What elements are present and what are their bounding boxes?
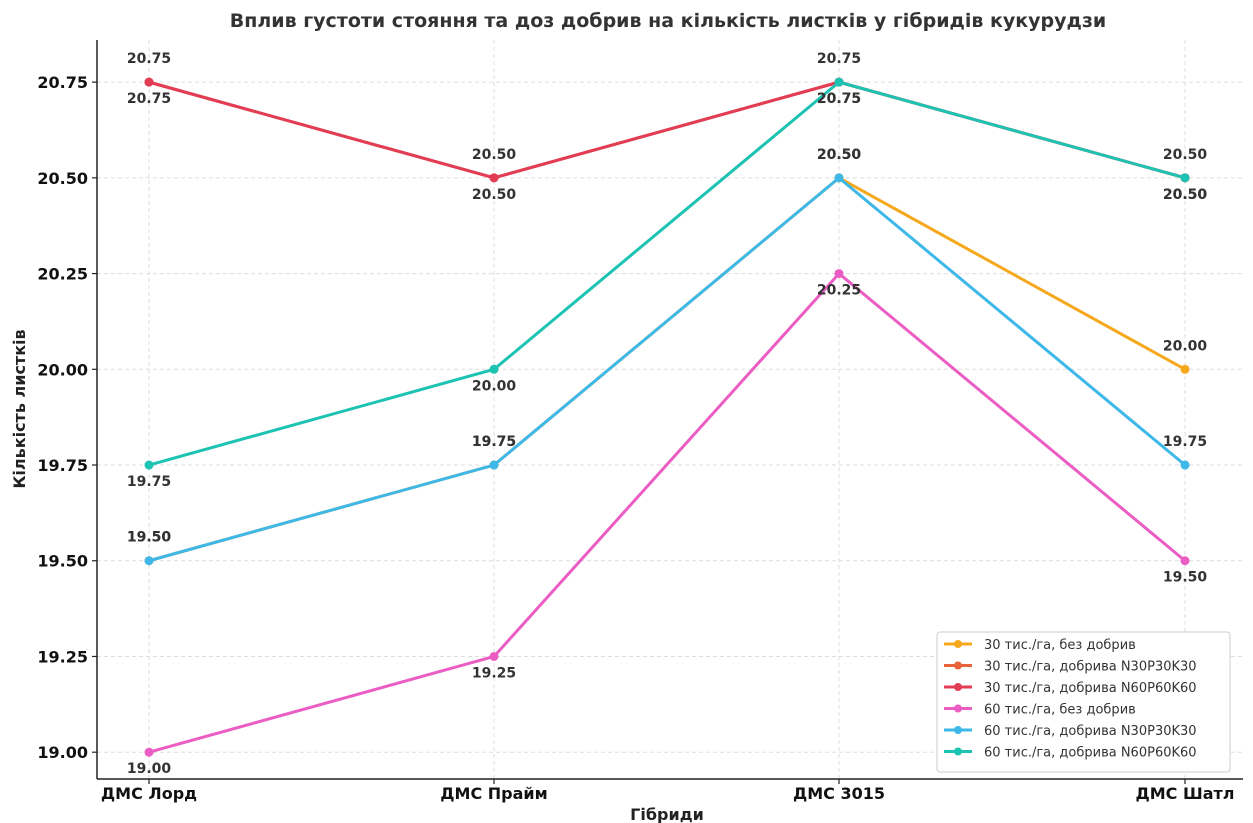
data-point <box>834 77 844 87</box>
series-line <box>148 272 1186 754</box>
legend-swatch-marker <box>954 747 962 756</box>
data-point <box>489 364 499 374</box>
y-tick-label: 19.75 <box>37 456 88 475</box>
y-tick-label: 20.50 <box>37 169 88 188</box>
data-label: 19.75 <box>127 474 171 490</box>
data-label: 20.75 <box>127 51 171 67</box>
data-label: 20.50 <box>1163 187 1208 203</box>
series-line <box>148 80 1186 467</box>
y-tick-label: 19.25 <box>37 647 88 666</box>
data-point <box>1180 173 1190 183</box>
data-label: 19.75 <box>472 434 516 450</box>
data-label: 20.50 <box>817 147 862 163</box>
data-label: 20.50 <box>1163 147 1208 163</box>
y-tick-label: 20.00 <box>37 360 88 379</box>
data-label: 19.75 <box>1163 434 1207 450</box>
x-tick-label: ДМС Шатл <box>1135 784 1234 803</box>
legend-entry-label: 60 тис./га, без добрив <box>984 703 1136 718</box>
data-point <box>144 460 154 470</box>
data-label: 19.75 <box>472 434 516 450</box>
legend-swatch-marker <box>954 683 962 691</box>
legend-entry-label: 60 тис./га, добрива N30P30K30 <box>984 724 1197 739</box>
legend-swatch-marker <box>954 661 962 670</box>
data-label: 20.75 <box>817 51 861 67</box>
data-point <box>144 556 154 566</box>
x-axis-title: Гібриди <box>630 805 704 823</box>
data-label: 20.00 <box>472 378 517 394</box>
y-tick-label: 19.00 <box>37 743 88 762</box>
legend-entry-label: 60 тис./га, добрива N60P60K60 <box>984 746 1197 761</box>
x-tick-label: ДМС Прайм <box>440 784 547 803</box>
legend-swatch-marker <box>954 704 962 713</box>
series-lines <box>144 77 1190 757</box>
data-label: 19.50 <box>1163 570 1208 586</box>
y-tick-label: 19.50 <box>37 552 88 571</box>
axes <box>96 40 1243 780</box>
data-label: 20.75 <box>817 91 861 107</box>
data-label: 19.50 <box>127 530 172 546</box>
x-tick-label: ДМС Лорд <box>101 784 197 803</box>
data-label: 20.50 <box>472 187 517 203</box>
data-point <box>1180 364 1190 374</box>
series-line <box>148 176 1186 563</box>
data-label: 19.00 <box>127 761 172 777</box>
data-point <box>489 173 499 183</box>
data-point <box>834 173 844 183</box>
legend-swatch-marker <box>954 726 962 734</box>
axis-ticks: 19.00 19.25 19.50 19.75 20.00 20.25 20.50 20.75… <box>37 73 1234 803</box>
legend: 30 тис./га, без добрив 30 тис./га, добрив… <box>936 631 1231 773</box>
data-label: 20.75 <box>127 91 171 107</box>
data-label: 20.75 <box>817 91 861 107</box>
y-tick-label: 20.75 <box>37 73 88 92</box>
data-label: 20.50 <box>1163 187 1208 203</box>
data-label: 20.25 <box>817 283 861 299</box>
data-labels: 19.50 19.75 20.50 20.00 20.75 20.50 20.75 20.50… <box>127 51 1208 777</box>
data-point <box>144 747 154 757</box>
y-tick-label: 20.25 <box>37 265 88 284</box>
data-point <box>1180 556 1190 566</box>
data-point <box>489 651 499 661</box>
legend-entry-label: 30 тис./га, добрива N30P30K30 <box>984 660 1197 675</box>
data-label: 20.50 <box>817 147 862 163</box>
data-point <box>144 77 154 87</box>
y-axis-title: Кількість листків <box>10 329 29 488</box>
legend-box <box>936 631 1231 773</box>
data-label: 20.50 <box>472 147 517 163</box>
legend-entry-label: 30 тис./га, без добрив <box>984 638 1136 653</box>
data-label: 19.50 <box>127 530 172 546</box>
data-point <box>1180 460 1190 470</box>
legend-swatch-marker <box>954 640 962 648</box>
data-label: 19.25 <box>472 665 516 681</box>
data-label: 20.00 <box>1163 338 1208 354</box>
data-point <box>489 460 499 470</box>
legend-entry-label: 30 тис./га, добрива N60P60K60 <box>984 681 1197 696</box>
series-line <box>148 80 1186 180</box>
chart-title: Вплив густоти стояння та доз добрив на к… <box>230 10 1107 32</box>
data-point <box>834 269 844 279</box>
x-tick-label: ДМС 3015 <box>793 784 885 803</box>
